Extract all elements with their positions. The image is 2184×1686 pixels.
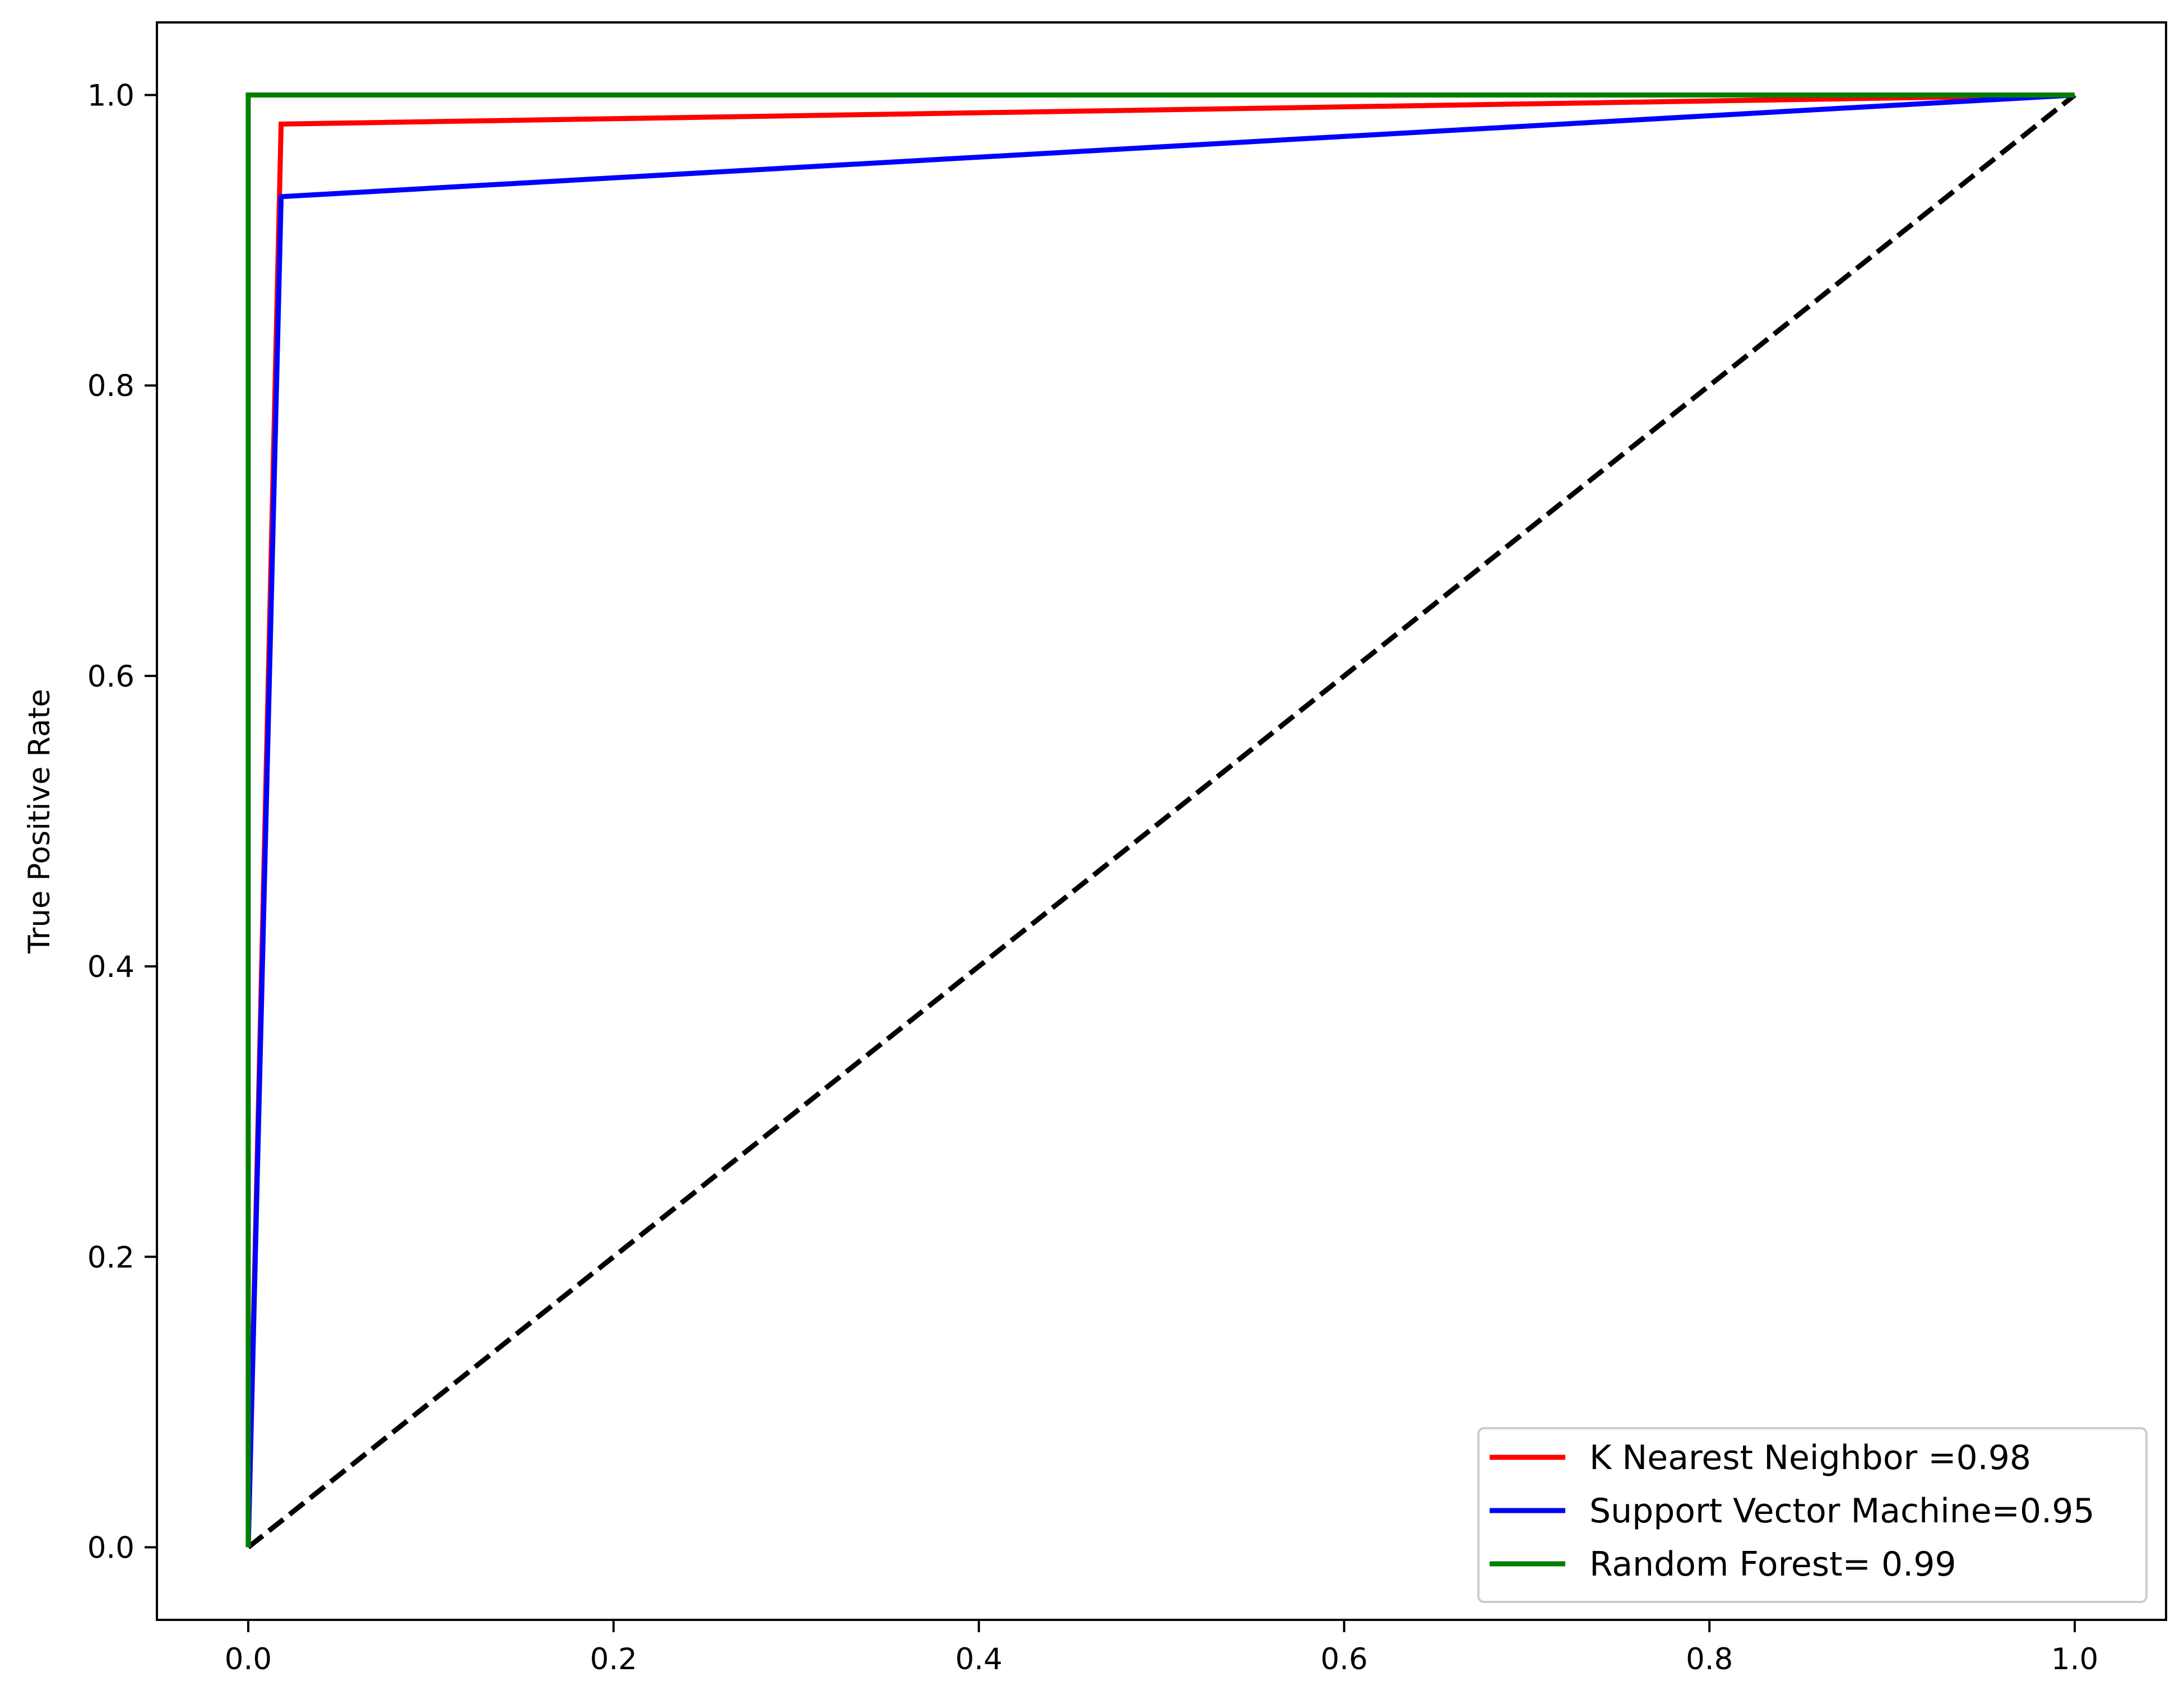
legend-box	[1477, 1427, 2148, 1603]
plot-area	[245, 92, 2076, 1549]
legend: K Nearest Neighbor =0.98 Support Vector M…	[1477, 1427, 2148, 1603]
x-tick-label: 1.0	[2051, 1642, 2098, 1676]
plot-frame	[156, 21, 2167, 1621]
chance-diagonal-line	[247, 93, 2076, 1549]
series-line-2	[245, 92, 2075, 1548]
y-tick-label: 0.6	[87, 660, 135, 694]
x-tick-label: 0.4	[955, 1642, 1002, 1676]
legend-label-2: Random Forest= 0.99	[1589, 1545, 1956, 1584]
x-tick-label: 0.2	[590, 1642, 637, 1676]
x-tick-label: 0.6	[1320, 1642, 1367, 1676]
y-tick-label: 0.8	[87, 369, 135, 404]
y-tick-label: 0.4	[87, 950, 135, 984]
x-tick-label: 0.0	[225, 1642, 272, 1676]
legend-label-0: K Nearest Neighbor =0.98	[1589, 1438, 2031, 1477]
ticks: 0.0 0.2 0.4 0.6 0.8 1.0 0.0 0.2 0.4 0.6 0.8 1.0	[87, 79, 2098, 1676]
series-line-1	[245, 92, 2075, 1548]
legend-label-1: Support Vector Machine=0.95	[1589, 1492, 2095, 1531]
y-tick-label: 1.0	[87, 79, 135, 113]
y-axis-label: True Positive Rate	[22, 689, 57, 954]
axes	[156, 21, 2167, 1621]
y-tick-label: 0.0	[87, 1531, 135, 1565]
x-tick-label: 0.8	[1686, 1642, 1733, 1676]
y-tick-label: 0.2	[87, 1240, 135, 1275]
